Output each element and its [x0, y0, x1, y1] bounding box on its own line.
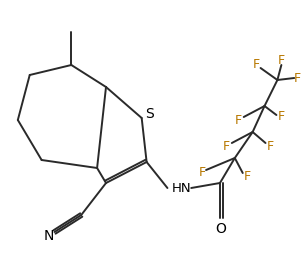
Text: F: F [267, 139, 274, 153]
Text: F: F [278, 111, 285, 124]
Text: F: F [235, 114, 242, 126]
Text: S: S [145, 107, 154, 121]
Text: N: N [43, 229, 54, 243]
Text: F: F [244, 169, 251, 182]
Text: F: F [294, 72, 301, 84]
Text: F: F [253, 58, 260, 70]
Text: F: F [199, 166, 206, 178]
Text: O: O [216, 222, 226, 236]
Text: F: F [278, 54, 285, 67]
Text: F: F [222, 139, 229, 153]
Text: HN: HN [172, 182, 191, 195]
